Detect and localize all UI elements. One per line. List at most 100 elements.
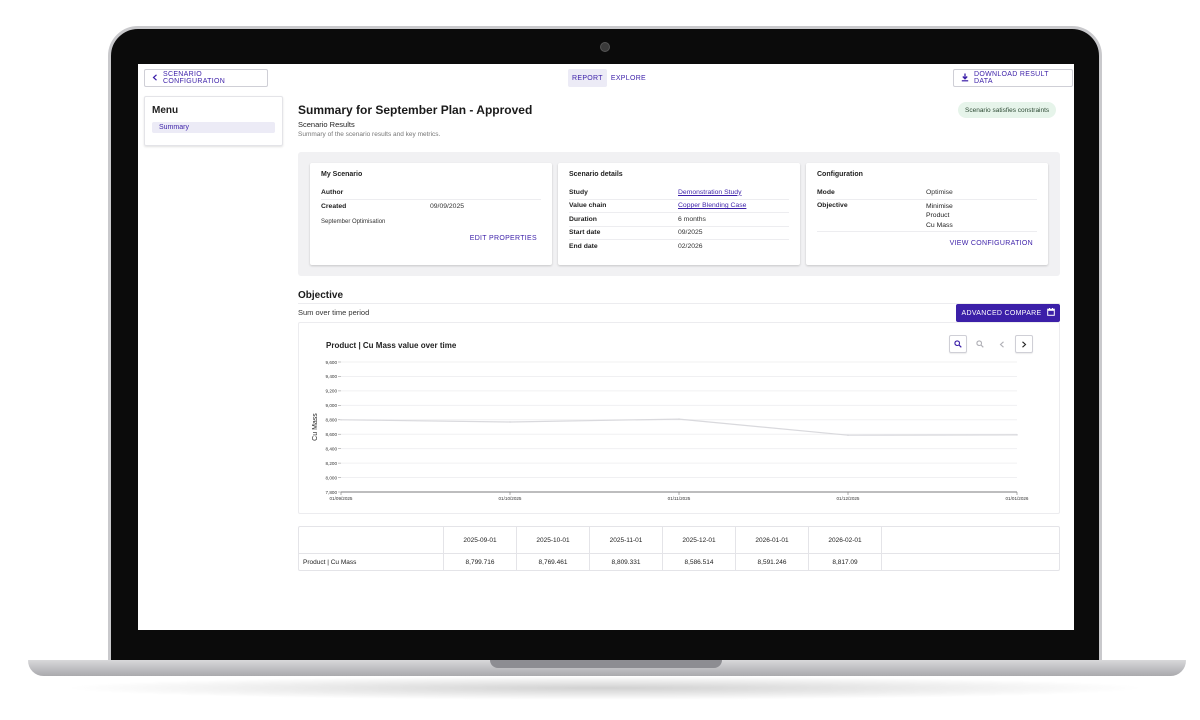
page-description: Summary of the scenario results and key … [298, 131, 441, 138]
view-tabs: REPORT EXPLORE [568, 69, 650, 87]
x-tick-label: 01/01/2026 [1006, 496, 1029, 501]
mode-row: Mode Optimise [817, 186, 1037, 200]
y-tick-label: 8,800 [326, 418, 338, 423]
end-date-label: End date [569, 243, 598, 251]
objective-title: Objective [298, 290, 344, 301]
start-date-value: 09/2025 [678, 229, 703, 237]
table-header-cell: 2026-02-01 [809, 527, 882, 553]
objective-row: Objective Minimise Product Cu Mass [817, 202, 1037, 232]
table-cell: 8,809.331 [590, 554, 663, 571]
x-tick-label: 01/10/2025 [499, 496, 522, 501]
sidebar-menu: Menu Summary [144, 96, 283, 146]
configuration-title: Configuration [817, 171, 863, 178]
configuration-card: Configuration Mode Optimise Objective Mi… [806, 163, 1048, 265]
camera-icon [600, 42, 610, 52]
author-row: Author [321, 186, 541, 200]
tab-explore[interactable]: EXPLORE [610, 74, 647, 82]
table-header-row: 2025-09-01 2025-10-01 2025-11-01 2025-12… [299, 527, 1059, 554]
detail-row-start-date: Start date 09/2025 [569, 227, 789, 240]
y-tick-label: 8,200 [326, 461, 338, 466]
start-date-label: Start date [569, 229, 601, 237]
summary-cards: My Scenario Author Created 09/09/2025 Se… [298, 152, 1060, 276]
y-tick-label: 8,400 [326, 446, 338, 451]
edit-properties-button[interactable]: EDIT PROPERTIES [469, 235, 537, 242]
table-cell: 8,591.246 [736, 554, 809, 571]
objective-values: Minimise Product Cu Mass [926, 202, 953, 231]
chevron-right-icon[interactable] [1015, 335, 1033, 353]
value-chain-label: Value chain [569, 202, 607, 210]
objective-value-metric: Cu Mass [926, 221, 953, 229]
duration-value: 6 months [678, 215, 706, 223]
download-icon [961, 73, 969, 84]
table-header-filler [882, 527, 1059, 553]
table-header-label [299, 527, 444, 553]
data-point [509, 421, 511, 423]
table-cell: 8,817.09 [809, 554, 882, 571]
zoom-in-icon[interactable] [949, 335, 967, 353]
sidebar-item-summary[interactable]: Summary [152, 122, 275, 133]
zoom-out-icon[interactable] [971, 335, 989, 353]
detail-row-duration: Duration 6 months [569, 213, 789, 227]
chart-card: 9,600 9,400 9,200 9,000 8,800 8,600 8,400 8,200… [298, 322, 1060, 514]
mode-value: Optimise [926, 188, 953, 196]
download-result-data-label: DOWNLOAD RESULT DATA [974, 71, 1049, 85]
data-point [1016, 434, 1018, 436]
scenario-details-title: Scenario details [569, 171, 623, 178]
results-table: 2025-09-01 2025-10-01 2025-11-01 2025-12… [298, 526, 1060, 571]
chevron-left-icon [152, 73, 158, 83]
y-tick-label: 8,000 [326, 475, 338, 480]
x-tick-label: 01/11/2025 [668, 496, 691, 501]
data-point [847, 434, 849, 436]
study-label: Study [569, 188, 588, 196]
status-badge: Scenario satisfies constraints [958, 102, 1057, 118]
table-cell: 8,769.461 [517, 554, 590, 571]
objective-value-entity: Product [926, 212, 950, 219]
scenario-configuration-button[interactable]: SCENARIO CONFIGURATION [144, 69, 268, 87]
created-row: Created 09/09/2025 [321, 200, 541, 214]
y-tick-label: 9,200 [326, 389, 338, 394]
created-value: 09/09/2025 [430, 202, 465, 210]
table-header-cell: 2026-01-01 [736, 527, 809, 553]
y-axis-label: Cu Mass [312, 413, 319, 441]
objective-subtitle: Sum over time period [298, 308, 370, 317]
table-header-cell: 2025-11-01 [590, 527, 663, 553]
chart-toolbar [949, 335, 1033, 353]
scenario-configuration-label: SCENARIO CONFIGURATION [163, 71, 226, 85]
detail-row-value-chain: Value chain Copper Blending Case [569, 200, 789, 213]
y-tick-label: 7,800 [326, 490, 338, 495]
line-chart: 9,600 9,400 9,200 9,000 8,800 8,600 8,400 8,200… [312, 360, 1029, 501]
series-line [340, 418, 1018, 436]
chevron-left-icon[interactable] [993, 335, 1011, 353]
my-scenario-title: My Scenario [321, 171, 363, 178]
x-tick-label: 01/09/2025 [330, 496, 353, 501]
value-chain-link[interactable]: Copper Blending Case [678, 202, 747, 210]
my-scenario-card: My Scenario Author Created 09/09/2025 Se… [310, 163, 552, 265]
author-label: Author [321, 188, 344, 196]
objective-value-direction: Minimise [926, 202, 953, 210]
scenario-note: September Optimisation [321, 219, 386, 225]
view-configuration-button[interactable]: VIEW CONFIGURATION [949, 240, 1033, 247]
chart-title: Product | Cu Mass value over time [326, 341, 457, 350]
study-link[interactable]: Demonstration Study [678, 188, 742, 196]
created-label: Created [321, 202, 347, 210]
table-header-cell: 2025-09-01 [444, 527, 517, 553]
calendar-icon [1046, 308, 1055, 318]
data-point [678, 418, 680, 420]
tab-report[interactable]: REPORT [568, 69, 607, 87]
app-screen: SCENARIO CONFIGURATION REPORT EXPLORE DO… [138, 64, 1074, 630]
duration-label: Duration [569, 215, 597, 223]
y-tick-label: 9,400 [326, 374, 338, 379]
section-divider [298, 303, 1060, 304]
row-label: Product | Cu Mass [299, 554, 444, 571]
table-row: Product | Cu Mass 8,799.716 8,769.461 8,… [299, 554, 1059, 571]
table-header-cell: 2025-10-01 [517, 527, 590, 553]
table-header-cell: 2025-12-01 [663, 527, 736, 553]
download-result-data-button[interactable]: DOWNLOAD RESULT DATA [953, 69, 1073, 87]
advanced-compare-button[interactable]: ADVANCED COMPARE [956, 304, 1060, 322]
y-tick-label: 9,000 [326, 403, 338, 408]
mode-label: Mode [817, 188, 835, 196]
table-row-filler [882, 554, 1059, 571]
menu-title: Menu [152, 105, 179, 116]
laptop-base [28, 660, 1186, 676]
